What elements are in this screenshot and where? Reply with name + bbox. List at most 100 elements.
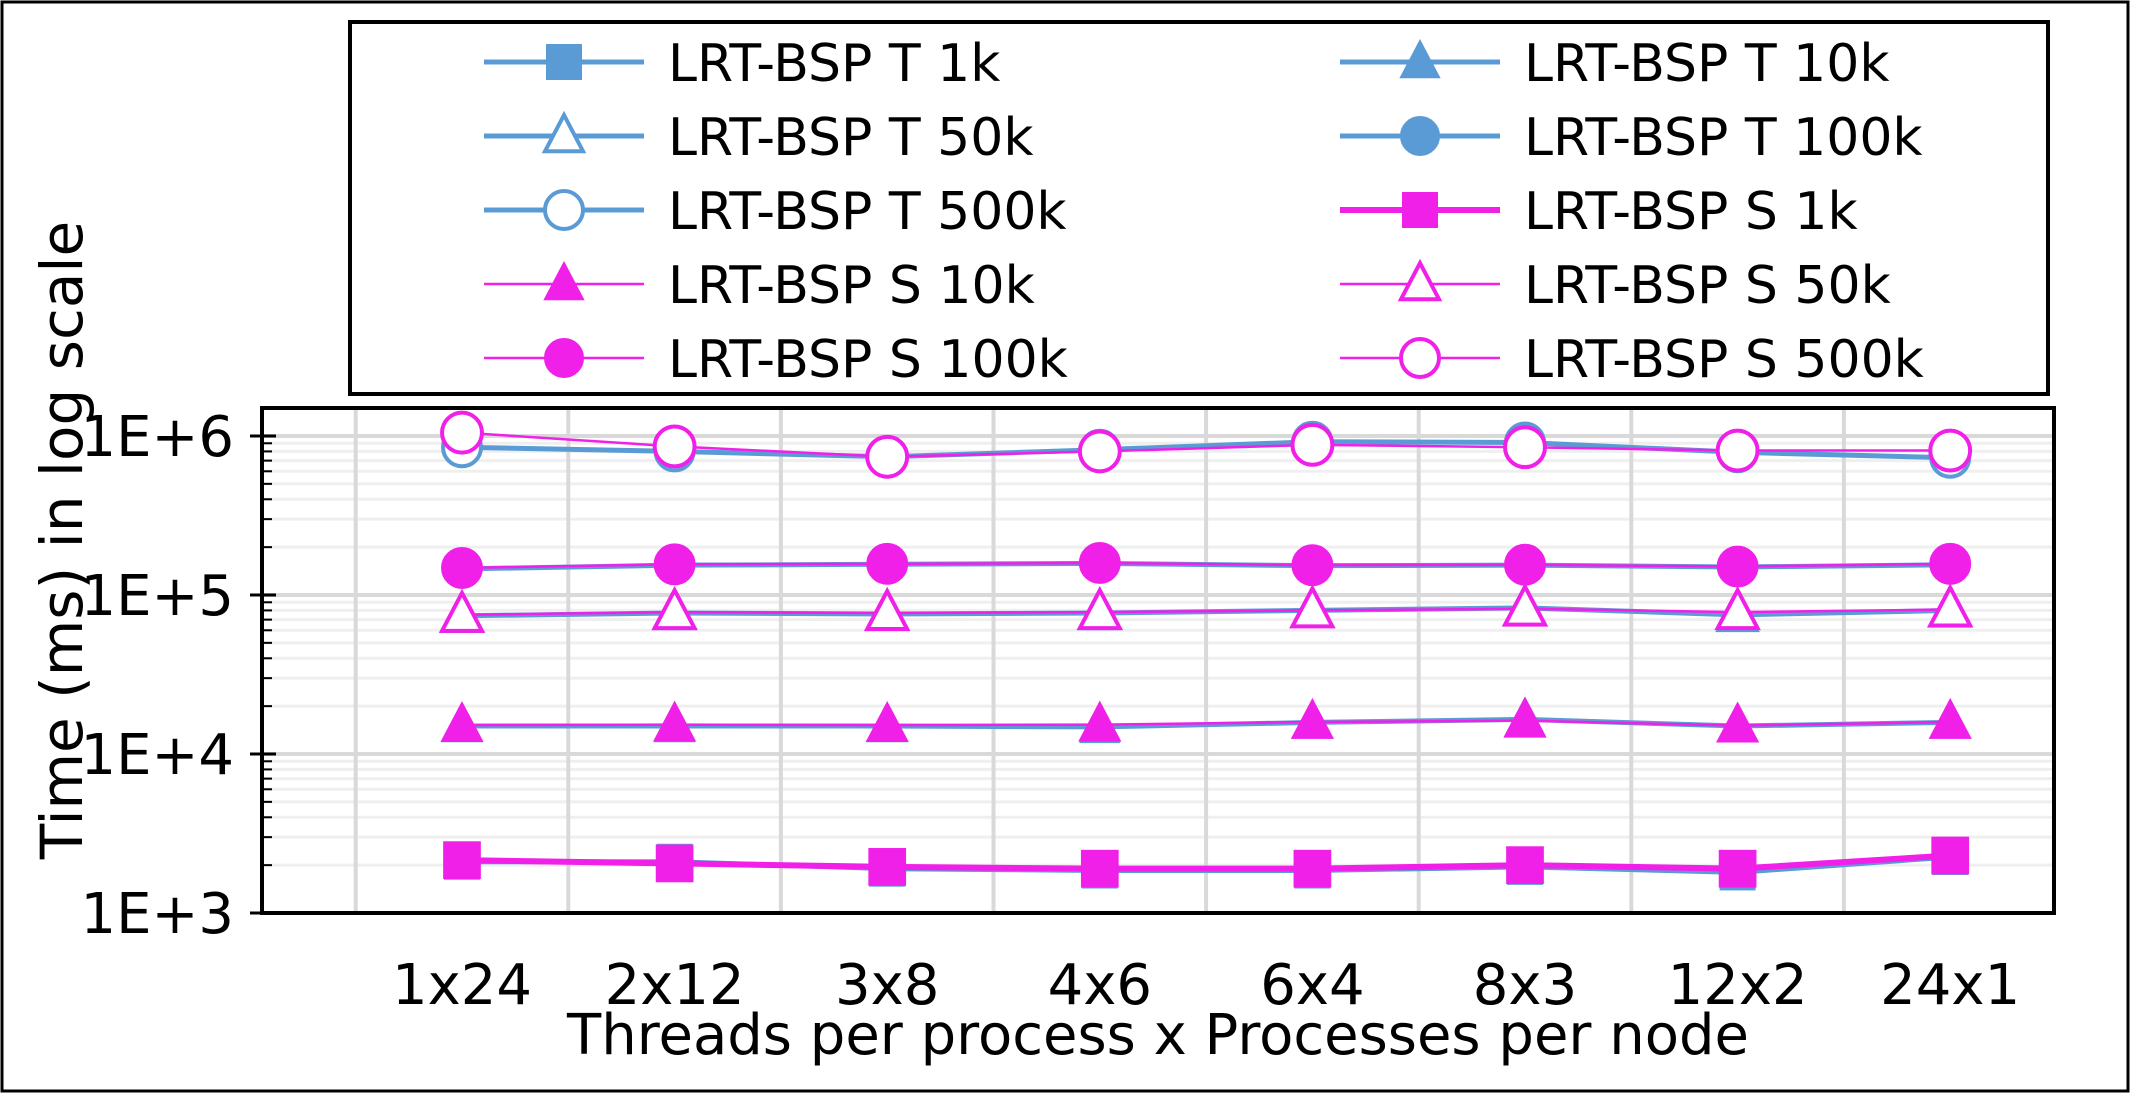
- data-point: [438, 588, 486, 633]
- data-point: [863, 586, 911, 632]
- data-point: [1080, 849, 1119, 888]
- legend-marker: [546, 44, 582, 80]
- series-line: [461, 607, 1951, 617]
- data-point: [1291, 544, 1334, 587]
- legend-label: LRT-BSP T 100k: [1524, 108, 1923, 168]
- legend-item-lrt-bsp-t-500k: LRT-BSP T 500k: [484, 182, 1067, 242]
- data-point: [1928, 697, 1972, 739]
- series-lrt-bsp-s-10k: [440, 696, 1972, 743]
- series-lrt-bsp-s-50k: [438, 582, 1974, 633]
- x-axis-title: Threads per process x Processes per node: [566, 1003, 1749, 1068]
- series-lrt-bsp-s-500k: [440, 410, 1973, 479]
- legend: LRT-BSP T 1k LRT-BSP T 10k LRT-BSP T 50k LR…: [484, 34, 1924, 390]
- data-point: [1503, 696, 1547, 738]
- data-point: [1718, 849, 1757, 888]
- data-point: [651, 585, 698, 631]
- data-point: [1078, 542, 1121, 584]
- legend-label: LRT-BSP S 100k: [668, 330, 1068, 390]
- data-point: [443, 841, 481, 879]
- data-point: [1926, 583, 1974, 628]
- data-point: [1714, 585, 1761, 631]
- x-tick-label: 1x24: [392, 953, 532, 1018]
- data-point: [653, 543, 696, 586]
- legend-marker: [1400, 116, 1440, 156]
- data-point: [1290, 422, 1335, 467]
- y-tick-label: 1E+6: [80, 405, 234, 470]
- x-tick-label: 2x12: [605, 953, 745, 1018]
- legend-marker: [544, 338, 584, 378]
- legend-label: LRT-BSP T 500k: [668, 182, 1067, 242]
- axis-ticks: 1E+3 1E+4 1E+5 1E+6 1x24 2x12 3x8 4x6 6x4 8x3 12x2…: [80, 405, 2020, 1018]
- legend-marker: [1397, 258, 1443, 302]
- series-lrt-bsp-s-100k: [441, 542, 1972, 589]
- data-point: [652, 700, 697, 742]
- legend-item-lrt-bsp-t-1k: LRT-BSP T 1k: [484, 34, 1000, 94]
- data-point: [441, 546, 483, 589]
- legend-label: LRT-BSP S 1k: [1524, 182, 1858, 242]
- y-tick-label: 1E+3: [80, 882, 234, 947]
- legend-marker: [1402, 192, 1438, 228]
- legend-item-lrt-bsp-s-10k: LRT-BSP S 10k: [484, 256, 1035, 316]
- data-point: [655, 844, 694, 883]
- series-layer: [438, 410, 1974, 891]
- x-tick-label: 6x4: [1260, 953, 1364, 1018]
- legend-label: LRT-BSP S 50k: [1524, 256, 1891, 316]
- series-lrt-bsp-s-1k: [443, 836, 1970, 888]
- legend-label: LRT-BSP S 500k: [1524, 330, 1924, 390]
- data-point: [1506, 846, 1544, 884]
- data-point: [1504, 543, 1546, 586]
- data-point: [865, 434, 910, 479]
- data-point: [1078, 700, 1122, 742]
- x-tick-label: 4x6: [1048, 953, 1152, 1018]
- data-point: [1931, 836, 1970, 875]
- series-line: [461, 431, 1951, 459]
- data-point: [1715, 428, 1760, 473]
- series-line: [461, 852, 1951, 872]
- x-tick-label: 3x8: [835, 953, 939, 1018]
- legend-marker: [543, 260, 585, 301]
- data-point: [440, 700, 484, 743]
- x-tick-label: 12x2: [1668, 953, 1808, 1018]
- legend-label: LRT-BSP S 10k: [668, 256, 1035, 316]
- x-tick-label: 8x3: [1473, 953, 1577, 1018]
- data-point: [1289, 584, 1336, 629]
- legend-marker: [541, 110, 587, 154]
- legend-marker: [1399, 38, 1441, 79]
- series-line: [461, 719, 1951, 727]
- legend-marker: [543, 189, 585, 231]
- data-point: [1077, 429, 1122, 474]
- legend-label: LRT-BSP T 10k: [1524, 34, 1889, 94]
- data-point: [865, 700, 909, 743]
- plot-area-border: [260, 406, 2056, 915]
- legend-marker: [1399, 337, 1441, 379]
- data-point: [1929, 542, 1972, 585]
- data-point: [868, 848, 907, 886]
- y-tick-label: 1E+5: [80, 564, 234, 629]
- legend-label: LRT-BSP T 1k: [668, 34, 1000, 94]
- data-point: [866, 542, 909, 585]
- data-point: [1076, 585, 1124, 631]
- data-point: [1293, 849, 1332, 888]
- data-point: [1503, 425, 1547, 470]
- data-point: [1928, 428, 1973, 473]
- data-point: [1715, 701, 1760, 743]
- data-point: [1501, 582, 1549, 627]
- data-point: [652, 424, 697, 469]
- legend-item-lrt-bsp-s-1k: LRT-BSP S 1k: [1340, 182, 1858, 242]
- data-point: [1716, 545, 1759, 588]
- y-axis-title: Time (ms) in log scale: [28, 221, 96, 860]
- legend-item-lrt-bsp-s-50k: LRT-BSP S 50k: [1340, 256, 1891, 316]
- legend-item-lrt-bsp-t-100k: LRT-BSP T 100k: [1340, 108, 1923, 168]
- data-point: [440, 410, 484, 455]
- legend-label: LRT-BSP T 50k: [668, 108, 1033, 168]
- legend-item-lrt-bsp-s-500k: LRT-BSP S 500k: [1340, 330, 1924, 390]
- legend-item-lrt-bsp-t-50k: LRT-BSP T 50k: [484, 108, 1033, 168]
- legend-item-lrt-bsp-s-100k: LRT-BSP S 100k: [484, 330, 1068, 390]
- x-tick-label: 24x1: [1880, 953, 2020, 1018]
- data-point: [1290, 697, 1335, 739]
- y-tick-label: 1E+4: [80, 723, 234, 788]
- legend-item-lrt-bsp-t-10k: LRT-BSP T 10k: [1340, 34, 1889, 94]
- series-line: [461, 561, 1951, 570]
